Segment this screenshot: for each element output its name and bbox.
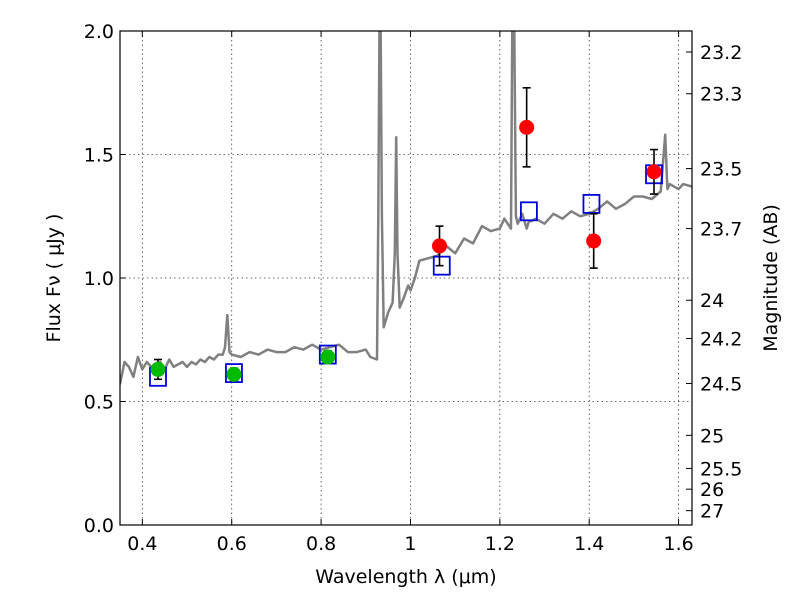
right-tick-label: 25.5 bbox=[700, 458, 742, 480]
y-tick-label: 0.5 bbox=[84, 392, 114, 414]
right-tick-label: 23.7 bbox=[700, 219, 742, 241]
x-tick-label: 1.6 bbox=[663, 533, 693, 555]
model-square-point bbox=[582, 193, 601, 214]
x-tick-label: 0.6 bbox=[217, 533, 247, 555]
model-square-point bbox=[432, 255, 451, 276]
right-tick-label: 24 bbox=[700, 290, 724, 312]
spectrum-line bbox=[120, 31, 692, 385]
data-point bbox=[646, 164, 662, 180]
x-tick-label: 1 bbox=[404, 533, 416, 555]
data-point bbox=[226, 366, 242, 382]
x-tick-label: 1.2 bbox=[485, 533, 515, 555]
model-square-point bbox=[519, 201, 538, 222]
model-square-point bbox=[225, 363, 243, 383]
right-tick-label: 24.2 bbox=[700, 329, 742, 351]
right-tick-label: 26 bbox=[700, 479, 724, 501]
x-tick-label: 1.4 bbox=[574, 533, 604, 555]
right-tick-label: 24.5 bbox=[700, 373, 742, 395]
right-tick-label: 27 bbox=[700, 501, 724, 523]
data-point bbox=[519, 119, 535, 135]
y-axis-title: Flux Fν ( μJy ) bbox=[43, 214, 65, 343]
x-tick-label: 0.8 bbox=[306, 533, 336, 555]
data-point bbox=[586, 233, 602, 249]
right-axis-title: Magnitude (AB) bbox=[760, 204, 782, 352]
y-tick-label: 0.0 bbox=[84, 515, 114, 537]
x-axis-title: Wavelength λ (μm) bbox=[315, 566, 496, 588]
right-tick-label: 25 bbox=[700, 425, 724, 447]
right-tick-label: 23.2 bbox=[700, 42, 742, 64]
x-tick-label: 0.4 bbox=[127, 533, 157, 555]
y-tick-label: 1.0 bbox=[84, 268, 114, 290]
data-layer bbox=[120, 31, 692, 387]
right-tick-label: 23.3 bbox=[700, 84, 742, 106]
y-tick-label: 1.5 bbox=[84, 145, 114, 167]
data-point bbox=[150, 361, 166, 377]
data-point bbox=[432, 238, 448, 254]
y-tick-label: 2.0 bbox=[84, 21, 114, 43]
data-point bbox=[320, 349, 336, 365]
right-tick-label: 23.5 bbox=[700, 159, 742, 181]
